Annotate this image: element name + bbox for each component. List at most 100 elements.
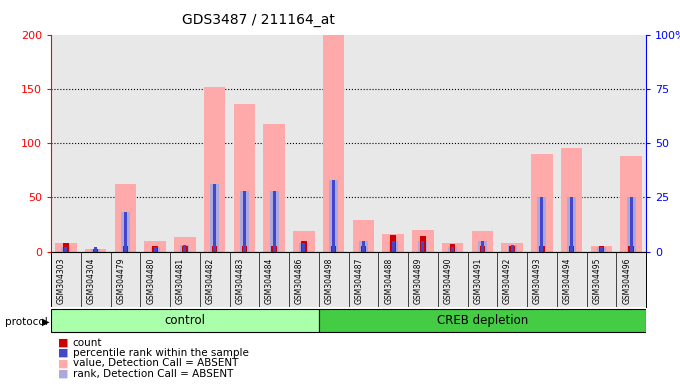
Text: protocol: protocol [5, 317, 48, 327]
Text: GSM304498: GSM304498 [324, 258, 334, 304]
Text: control: control [165, 314, 205, 327]
Bar [234, 104, 255, 252]
Text: percentile rank within the sample: percentile rank within the sample [73, 348, 249, 358]
Text: GDS3487 / 211164_at: GDS3487 / 211164_at [182, 13, 335, 27]
Bar [600, 247, 603, 252]
Bar [451, 247, 454, 252]
Text: ■: ■ [58, 348, 68, 358]
Text: GSM304490: GSM304490 [443, 257, 453, 304]
Bar [442, 243, 463, 252]
Text: GSM304487: GSM304487 [354, 258, 363, 304]
Text: GSM304493: GSM304493 [533, 257, 542, 304]
Bar [332, 180, 335, 252]
Text: rank, Detection Call = ABSENT: rank, Detection Call = ABSENT [73, 369, 233, 379]
Text: CREB depletion: CREB depletion [437, 314, 528, 327]
Text: GSM304486: GSM304486 [295, 258, 304, 304]
Bar [390, 235, 396, 252]
Bar [55, 243, 77, 252]
Bar [331, 246, 337, 252]
Text: ■: ■ [58, 338, 68, 348]
Text: GSM304494: GSM304494 [562, 257, 572, 304]
FancyBboxPatch shape [51, 310, 319, 332]
Bar [360, 246, 366, 252]
Bar [85, 249, 106, 252]
Text: GSM304479: GSM304479 [116, 257, 125, 304]
Bar [93, 249, 99, 252]
Bar [241, 246, 247, 252]
Bar [180, 245, 189, 252]
Bar [531, 154, 553, 252]
Bar [273, 191, 275, 252]
Bar [479, 246, 485, 252]
Text: value, Detection Call = ABSENT: value, Detection Call = ABSENT [73, 358, 238, 368]
Text: count: count [73, 338, 102, 348]
Text: ■: ■ [58, 369, 68, 379]
Bar [541, 197, 543, 252]
Bar [591, 246, 612, 252]
Bar [422, 241, 424, 252]
FancyBboxPatch shape [319, 310, 646, 332]
Bar [628, 246, 634, 252]
Text: GSM304491: GSM304491 [473, 258, 482, 304]
Bar [152, 246, 158, 252]
Bar [213, 184, 216, 252]
Text: GSM304492: GSM304492 [503, 258, 512, 304]
Bar [243, 191, 246, 252]
Bar [174, 237, 196, 252]
Text: GSM304304: GSM304304 [86, 257, 96, 304]
Bar [353, 220, 374, 252]
Bar [263, 124, 285, 252]
Bar [567, 197, 576, 252]
Bar [299, 243, 308, 252]
Bar [301, 241, 307, 252]
Bar [323, 35, 344, 252]
Bar [212, 246, 218, 252]
Bar [124, 212, 127, 252]
Text: GSM304483: GSM304483 [235, 258, 244, 304]
Bar [598, 246, 604, 252]
Bar [122, 246, 128, 252]
Text: GSM304488: GSM304488 [384, 258, 393, 304]
Bar [472, 231, 493, 252]
Bar [65, 247, 67, 252]
Text: GSM304489: GSM304489 [414, 258, 423, 304]
Text: GSM304482: GSM304482 [205, 258, 215, 304]
Text: GSM304496: GSM304496 [622, 257, 631, 304]
Bar [63, 243, 69, 252]
Bar [418, 241, 427, 252]
Bar [210, 184, 219, 252]
Bar [362, 241, 365, 252]
Bar [182, 246, 188, 252]
Text: GSM304303: GSM304303 [57, 257, 66, 304]
Bar [61, 247, 70, 252]
Bar [561, 149, 582, 252]
Bar [412, 230, 434, 252]
Bar [627, 197, 636, 252]
Bar [359, 241, 368, 252]
Bar [537, 197, 546, 252]
Bar [478, 241, 487, 252]
Bar [392, 241, 394, 252]
Bar [329, 180, 338, 252]
Bar [508, 245, 517, 252]
Bar [121, 212, 130, 252]
Bar [511, 245, 513, 252]
Text: GSM304481: GSM304481 [176, 258, 185, 304]
Bar [151, 247, 160, 252]
Bar [569, 246, 575, 252]
Bar [293, 231, 315, 252]
Bar [501, 243, 523, 252]
Bar [240, 191, 249, 252]
Text: GSM304484: GSM304484 [265, 258, 274, 304]
Bar [450, 244, 456, 252]
Bar [509, 246, 515, 252]
Text: GSM304480: GSM304480 [146, 258, 155, 304]
Bar [270, 191, 279, 252]
Bar [620, 156, 642, 252]
Bar [448, 247, 457, 252]
Bar [94, 247, 97, 252]
Bar [382, 234, 404, 252]
Bar [389, 241, 398, 252]
Text: ■: ■ [58, 358, 68, 368]
Bar [271, 246, 277, 252]
